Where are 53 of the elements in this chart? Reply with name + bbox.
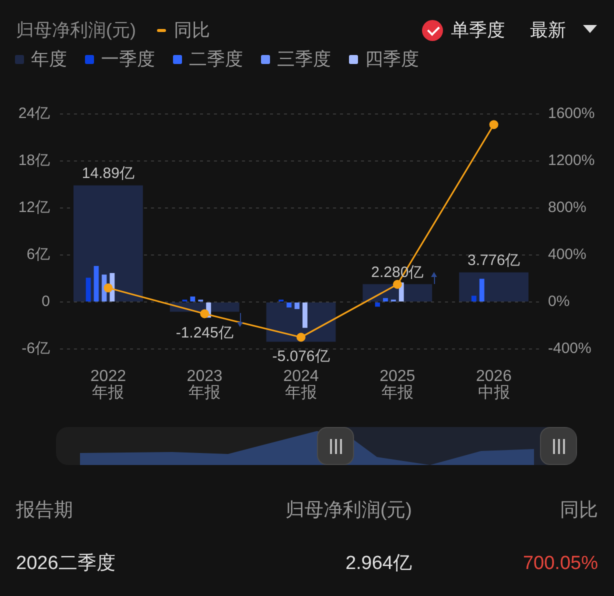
x-tick-label: 2023 年报 (186, 368, 222, 402)
data-label: -5.076亿 (272, 348, 330, 365)
legend-label: 一季度 (101, 48, 155, 70)
text: 报告期 (16, 500, 73, 522)
bar (375, 302, 380, 307)
y2-tick-label: 400% (548, 246, 586, 264)
text: 同比 (560, 500, 598, 522)
legend-label: 四季度 (365, 48, 419, 70)
data-label: -1.245亿 (176, 324, 234, 342)
bar (294, 302, 300, 310)
point (489, 120, 498, 130)
data-label: 14.89亿 (82, 165, 134, 182)
bar (190, 296, 196, 302)
y-tick-label: 12亿 (18, 199, 50, 216)
bar (286, 302, 292, 308)
text: 2026二季度 (16, 553, 116, 575)
legend-label: 二季度 (189, 48, 243, 70)
bar (302, 302, 308, 328)
text: 单季度 (451, 19, 505, 41)
legend-label: 三季度 (277, 48, 331, 70)
legend-title: 归母净利润(元) (16, 19, 136, 41)
x-tick-label: 2025 年报 (380, 368, 416, 402)
text: 归母净利润(元) (285, 500, 412, 522)
y2-tick-label: -400% (548, 340, 592, 358)
y-tick-label: 0 (42, 293, 50, 310)
bar (86, 278, 91, 302)
bar (94, 266, 99, 302)
x-tick-label: 2024 年报 (283, 368, 319, 402)
y2-tick-label: 1600% (548, 105, 595, 122)
bar (73, 185, 143, 302)
text: 最新 (530, 19, 566, 41)
bar (383, 298, 388, 302)
y-tick-label: 24亿 (18, 105, 50, 122)
y-tick-label: 18亿 (18, 152, 50, 170)
legend-label: 同比 (174, 19, 210, 41)
point (296, 332, 306, 342)
y2-tick-label: 800% (548, 199, 586, 216)
data-label: 3.776亿 (468, 252, 520, 270)
bar (479, 278, 484, 302)
bar (459, 272, 529, 302)
legend-label: 年度 (31, 48, 67, 70)
y-tick-label: -6亿 (22, 340, 50, 358)
point (104, 283, 113, 292)
x-tick-label: 2022 年报 (90, 368, 126, 402)
point (200, 309, 210, 318)
bar (471, 296, 476, 302)
x-tick-label: 2026 中报 (476, 368, 512, 402)
y2-tick-label: 0% (548, 293, 570, 310)
y2-tick-label: 1200% (548, 152, 595, 170)
y-tick-label: 6亿 (26, 246, 50, 264)
text: 2.964亿 (345, 553, 412, 575)
point (392, 280, 402, 289)
text: 700.05% (522, 553, 598, 575)
